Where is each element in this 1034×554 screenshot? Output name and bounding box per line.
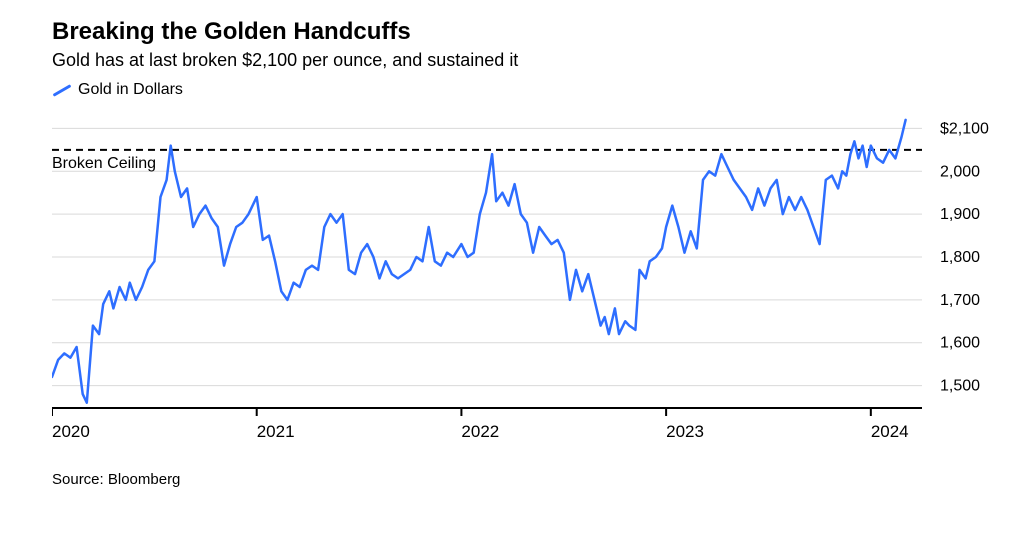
- y-tick-label: $2,100: [940, 120, 989, 137]
- price-line: [52, 120, 906, 403]
- y-tick-label: 1,800: [940, 249, 980, 266]
- y-tick-label: 1,600: [940, 335, 980, 352]
- y-tick-label: 1,700: [940, 292, 980, 309]
- chart-plot-area: 1,500 1,600 1,700 1,800 1,900 2,000 $2,100 Brok…: [52, 107, 992, 457]
- legend-swatch: [53, 84, 72, 97]
- x-tick-label: 2023: [666, 422, 704, 441]
- x-tick-label: 2024: [871, 422, 909, 441]
- chart-svg: 1,500 1,600 1,700 1,800 1,900 2,000 $2,100 Brok…: [52, 107, 992, 457]
- legend-label: Gold in Dollars: [78, 81, 183, 99]
- y-tick-label: 1,500: [940, 378, 980, 395]
- x-tick-label: 2020: [52, 422, 90, 441]
- chart-subtitle: Gold has at last broken $2,100 per ounce…: [52, 50, 1004, 71]
- annotation-label: Broken Ceiling: [52, 155, 156, 172]
- chart-container: Breaking the Golden Handcuffs Gold has a…: [0, 0, 1034, 506]
- y-tick-label: 2,000: [940, 163, 980, 180]
- chart-source: Source: Bloomberg: [52, 471, 1004, 488]
- x-tick-label: 2022: [461, 422, 499, 441]
- legend: Gold in Dollars: [52, 81, 1004, 99]
- x-tick-label: 2021: [257, 422, 295, 441]
- chart-title: Breaking the Golden Handcuffs: [52, 18, 1004, 46]
- y-tick-label: 1,900: [940, 206, 980, 223]
